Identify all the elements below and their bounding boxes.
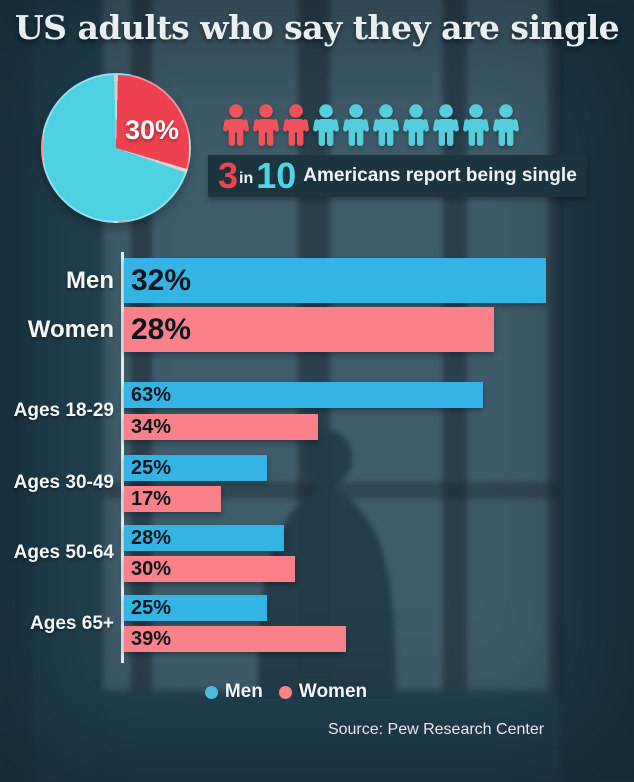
pie-chart: 30% [41,73,191,223]
bar-value-label: 28% [131,526,172,549]
bar-value-label: 34% [131,415,172,438]
category-label-ages-18-29: Ages 18-29 [13,400,114,421]
bar-value-label: 17% [131,487,172,510]
bar-women-18-29: 34% [124,414,318,440]
bar-women-30-49: 17% [124,486,221,512]
bar-value-label: 30% [131,557,172,580]
bar-women-65plus: 39% [124,626,346,652]
legend-dot-men-icon [204,685,218,699]
chart-legend: Men Women [0,681,603,703]
bar-men-18-29: 63% [124,382,483,408]
category-label-ages-65plus: Ages 65+ [30,613,114,634]
legend-label-men: Men [224,681,263,702]
callout-number-red: 3 [218,155,239,196]
bar-value-label: 28% [131,312,192,346]
bar-value-label: 25% [131,596,172,619]
callout-box: 3 in 10 Americans report being single [208,155,587,197]
legend-item-women: Women [278,681,368,703]
bar-value-label: 39% [131,627,172,650]
legend-dot-women-icon [278,685,292,699]
callout-text: Americans report being single [303,165,577,186]
axis-line [121,252,124,663]
source-caption: Source: Pew Research Center [327,721,545,738]
category-label-ages-30-49: Ages 30-49 [13,472,114,493]
bar-women-total: 28% [124,307,494,352]
bar-women-50-64: 30% [124,556,295,582]
bar-men-30-49: 25% [124,455,267,481]
bar-value-label: 25% [131,456,172,479]
category-label-women: Women [27,316,114,343]
bar-men-total: 32% [124,258,546,303]
bar-value-label: 63% [131,383,172,406]
legend-item-men: Men [204,681,263,703]
category-label-ages-50-64: Ages 50-64 [13,542,114,563]
category-label-men: Men [66,267,114,294]
page-title: US adults who say they are single [14,8,620,47]
callout-word-in: in [239,170,254,187]
legend-label-women: Women [298,681,368,702]
bar-men-65plus: 25% [124,595,267,621]
bar-men-50-64: 28% [124,525,284,551]
pie-value-label: 30% [125,115,180,145]
callout-number-cyan: 10 [256,155,297,196]
bar-value-label: 32% [131,263,192,297]
